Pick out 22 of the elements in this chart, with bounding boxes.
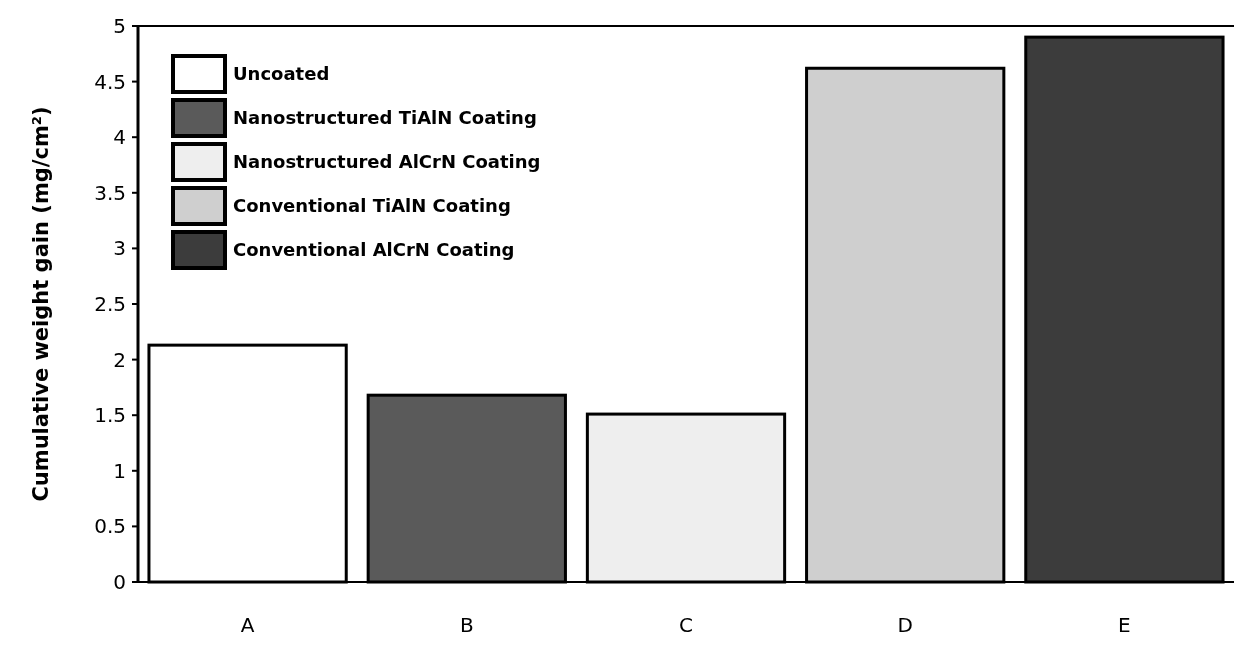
y-tick-label: 3.5: [94, 180, 126, 205]
x-tick-label: C: [679, 613, 693, 637]
y-tick-label: 1: [113, 458, 126, 483]
legend-label: Conventional TiAlN Coating: [233, 195, 511, 217]
y-tick-label: 2: [113, 347, 126, 372]
y-tick-label: 0: [113, 570, 126, 594]
y-tick-label: 3: [113, 236, 126, 261]
y-tick-label: 5: [113, 14, 126, 38]
legend-label: Uncoated: [233, 63, 330, 85]
y-tick-label: 2.5: [94, 292, 126, 316]
legend-label: Nanostructured AlCrN Coating: [233, 151, 541, 173]
y-tick-label: 4.5: [94, 69, 126, 94]
legend-label: Nanostructured TiAlN Coating: [233, 107, 537, 129]
y-tick-label: 4: [113, 125, 126, 150]
legend-label: Conventional AlCrN Coating: [233, 239, 515, 261]
y-tick-label: 0.5: [94, 514, 126, 539]
x-tick-label: A: [240, 613, 255, 637]
y-tick-label: 1.5: [94, 403, 126, 428]
y-axis-title: Cumulative weight gain (mg/cm²): [29, 106, 53, 502]
x-tick-label: D: [897, 613, 913, 637]
x-tick-label: B: [459, 613, 474, 637]
x-tick-label: E: [1118, 613, 1131, 637]
